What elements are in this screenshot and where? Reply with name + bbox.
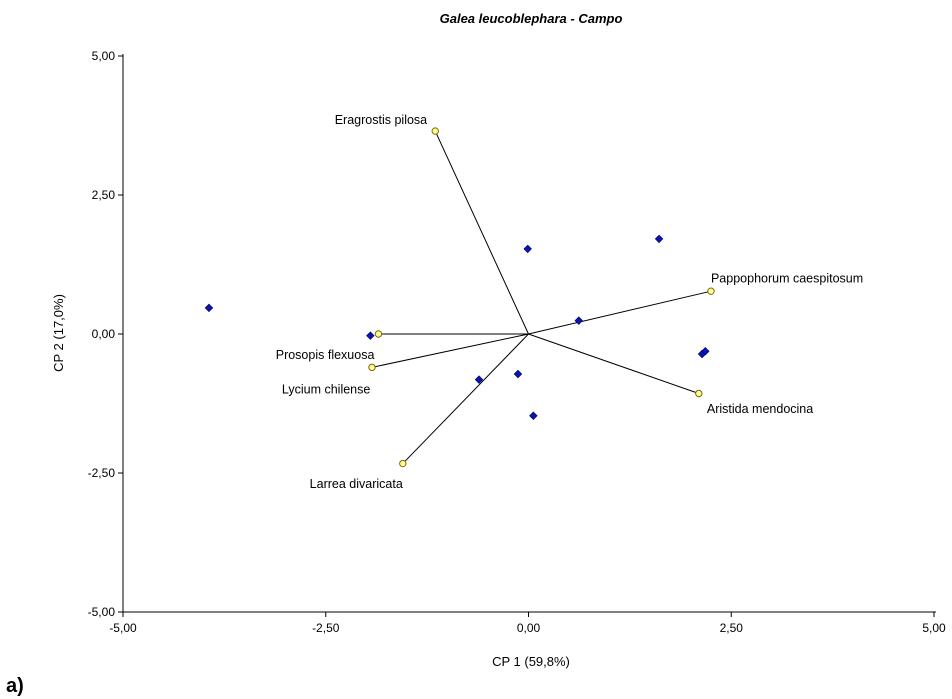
vector-line: [528, 290, 712, 335]
vector-label: Lycium chilense: [282, 383, 371, 397]
data-point: [529, 411, 538, 420]
data-point: [574, 316, 584, 325]
y-tick-label: -2,50: [88, 466, 116, 480]
y-axis-label: CP 2 (17,0%): [51, 294, 66, 372]
vector-label: Pappophorum caespitosum: [711, 271, 863, 285]
data-point: [366, 331, 375, 340]
vector-label: Eragrostis pilosa: [335, 113, 427, 127]
vector-endpoint: [695, 389, 703, 398]
x-axis-label: CP 1 (59,8%): [492, 654, 570, 669]
vector-endpoint: [374, 330, 383, 338]
vector-line: [371, 333, 529, 368]
chart-title: Galea leucoblephara - Campo: [440, 11, 623, 26]
data-point: [701, 347, 710, 356]
x-tick-label: 5,00: [922, 621, 946, 635]
x-tick-label: 0,00: [517, 621, 541, 635]
y-tick-label: -5,00: [88, 605, 116, 619]
data-point: [523, 244, 532, 254]
data-point: [654, 234, 664, 244]
y-tick-label: 2,50: [92, 188, 116, 202]
vector-endpoint: [368, 363, 376, 372]
vector-label: Prosopis flexuosa: [276, 348, 375, 362]
vector-layer: Eragrostis pilosa Pappophorum caespitosum…: [276, 113, 863, 491]
vector-line: [434, 130, 529, 335]
vector-endpoint: [707, 287, 715, 295]
x-tick-label: -5,00: [109, 621, 137, 635]
vector-line: [402, 333, 529, 464]
data-point: [204, 303, 214, 313]
x-tick-label: -2,50: [312, 621, 340, 635]
axes: -5,00 -2,50 0,00 2,50 5,00 5,00 2,50 0,00 -2,50 -…: [88, 49, 946, 635]
vector-label: Larrea divaricata: [310, 477, 403, 491]
y-tick-label: 5,00: [92, 49, 116, 63]
data-point: [474, 375, 484, 384]
vector-endpoint: [399, 459, 407, 468]
vector-label: Aristida mendocina: [707, 402, 813, 416]
data-point: [513, 369, 523, 379]
vector-line: [528, 333, 699, 394]
y-tick-label: 0,00: [92, 327, 116, 341]
x-tick-label: 2,50: [720, 621, 744, 635]
vector-endpoint: [431, 127, 439, 135]
point-layer: [204, 234, 710, 420]
panel-label: a): [6, 675, 24, 697]
